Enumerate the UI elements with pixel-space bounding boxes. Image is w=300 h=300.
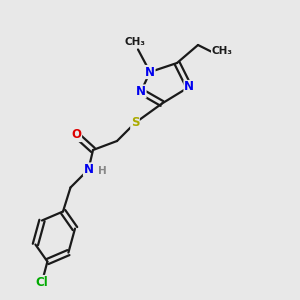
- Text: N: N: [136, 85, 146, 98]
- Text: Cl: Cl: [36, 275, 48, 289]
- Text: CH₃: CH₃: [124, 37, 146, 47]
- Text: N: N: [83, 163, 94, 176]
- Text: N: N: [184, 80, 194, 94]
- Text: N: N: [145, 65, 155, 79]
- Text: CH₃: CH₃: [212, 46, 233, 56]
- Text: S: S: [131, 116, 139, 130]
- Text: O: O: [71, 128, 82, 142]
- Text: H: H: [98, 166, 106, 176]
